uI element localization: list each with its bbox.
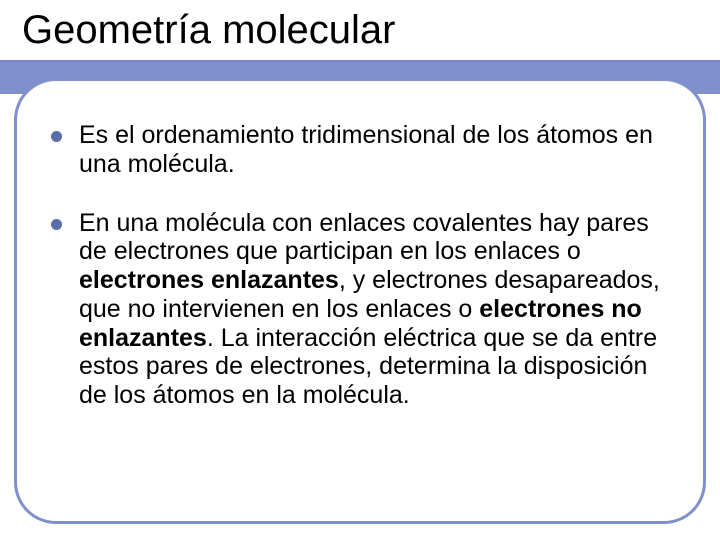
bullet-list: Es el ordenamiento tridimensional de los…: [49, 121, 675, 440]
bullet-dot-icon: [51, 219, 62, 230]
bullet-item: En una molécula con enlaces covalentes h…: [49, 209, 675, 410]
bullet-dot-icon: [51, 131, 62, 142]
bullet-text: En una molécula con enlaces covalentes h…: [79, 209, 660, 410]
content-frame: Es el ordenamiento tridimensional de los…: [14, 78, 706, 524]
bullet-text: Es el ordenamiento tridimensional de los…: [79, 121, 653, 178]
bullet-item: Es el ordenamiento tridimensional de los…: [49, 121, 675, 179]
slide-title: Geometría molecular: [22, 8, 395, 53]
